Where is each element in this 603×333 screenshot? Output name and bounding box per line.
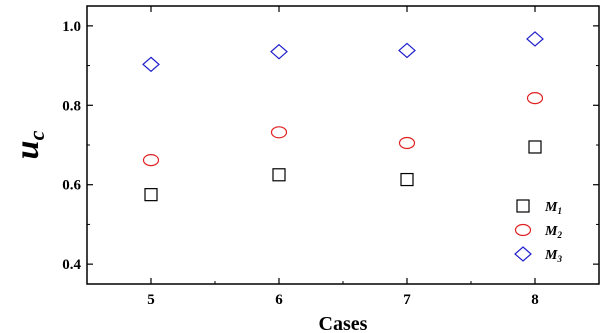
legend-label: M3: [544, 248, 562, 264]
y-tick-label: 1.0: [62, 19, 81, 35]
data-point-diamond: [398, 42, 416, 59]
legend-marker-diamond: [514, 246, 532, 262]
svg-text:uc: uc: [9, 130, 49, 159]
y-axis-title-main: u: [9, 140, 46, 159]
data-point-square: [400, 172, 414, 187]
x-tick-label: 7: [403, 292, 411, 308]
data-point-diamond: [270, 43, 288, 60]
data-points: [142, 31, 544, 202]
data-point-square: [272, 168, 286, 182]
x-tick-label: 5: [147, 292, 155, 308]
legend: M1 M2 M3: [514, 199, 562, 264]
x-tick-label: 6: [275, 292, 283, 308]
data-point-diamond: [142, 56, 160, 73]
data-point-square: [528, 140, 542, 154]
x-axis-title: Cases: [319, 313, 368, 333]
y-axis-title: uc: [9, 130, 49, 159]
data-point-circle: [398, 136, 416, 150]
legend-marker-circle: [514, 223, 532, 237]
legend-marker-square: [516, 199, 530, 213]
y-tick-label: 0.8: [62, 98, 81, 114]
data-point-circle: [526, 92, 544, 105]
data-point-circle: [270, 126, 288, 139]
y-tick-label: 0.4: [62, 257, 81, 273]
data-point-circle: [142, 153, 160, 167]
y-axis-title-sub: c: [24, 130, 49, 140]
data-point-diamond: [526, 31, 544, 47]
y-tick-label: 0.6: [62, 178, 81, 194]
tick-labels: 5 6 7 8 0.4 0.6 0.8 1.0: [62, 19, 539, 308]
x-tick-label: 8: [531, 292, 539, 308]
data-point-square: [144, 188, 158, 202]
legend-label: M2: [544, 224, 562, 240]
plot-frame: [86, 5, 600, 285]
axis-ticks: [86, 6, 600, 284]
legend-label: M1: [544, 200, 562, 216]
